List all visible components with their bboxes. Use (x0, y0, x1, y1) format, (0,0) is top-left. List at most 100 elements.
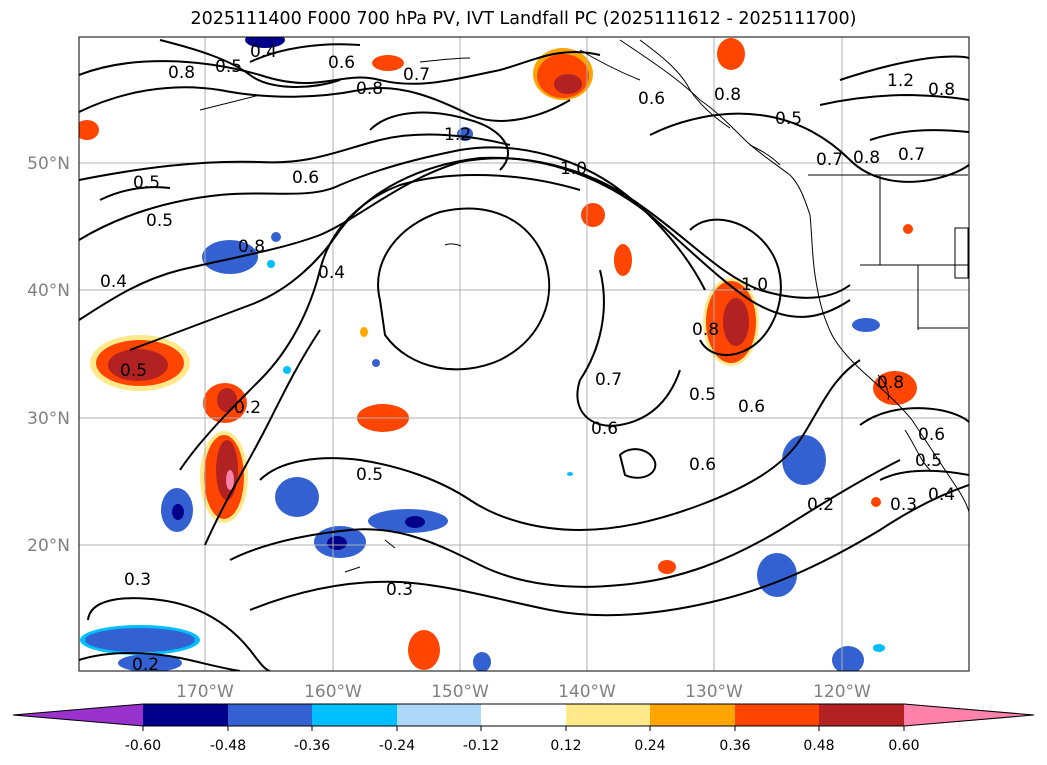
contour-label: 0.6 (689, 455, 716, 475)
colorbar-tick-label: 0.48 (803, 738, 834, 754)
colorbar-segment (13, 704, 143, 726)
colorbar-segment (312, 704, 397, 726)
colorbar-segment (650, 704, 735, 726)
colorbar-segment (735, 704, 819, 726)
contour-label: 0.6 (638, 89, 665, 109)
positive-anomaly-blob (873, 371, 917, 405)
positive-anomaly-blob (360, 327, 368, 337)
contour-label: 0.5 (120, 361, 147, 381)
contour-label: 0.6 (591, 419, 618, 439)
map-panel: 0.4 0.5 0.6 0.7 0.8 0.8 0.5 0.5 0.6 0.4 … (79, 37, 969, 675)
contour-label: 0.5 (146, 211, 173, 231)
contour-label: 0.3 (386, 580, 413, 600)
positive-anomaly-blob (723, 298, 749, 346)
contour-label: 0.2 (132, 655, 159, 675)
contour-lines (79, 39, 969, 671)
positive-anomaly-blob (554, 74, 582, 94)
negative-anomaly-blob (832, 646, 864, 671)
negative-anomaly-blob (567, 472, 573, 476)
positive-anomaly-blob (903, 224, 913, 234)
contour-label: 1.2 (444, 125, 471, 145)
negative-anomaly-blob (118, 654, 182, 671)
contour-label: 0.4 (100, 272, 127, 292)
negative-anomaly-blob (782, 435, 826, 485)
contour-label: 1.0 (741, 275, 768, 295)
latitude-label: 50°N (27, 154, 70, 174)
contour-label: 0.7 (595, 370, 622, 390)
map-frame (78, 36, 970, 672)
colorbar-tick-label: -0.24 (379, 738, 415, 754)
colorbar-segment (904, 704, 1034, 726)
contour-label: 0.8 (877, 373, 904, 393)
contour-label: 0.3 (124, 570, 151, 590)
contour-label: 0.7 (898, 145, 925, 165)
colorbar-tick-label: -0.60 (125, 738, 161, 754)
colorbar-tick-label: -0.12 (463, 738, 499, 754)
contour-label: 0.2 (234, 398, 261, 418)
map-title: 2025111400 F000 700 hPa PV, IVT Landfall… (190, 9, 857, 29)
positive-anomaly-blob (79, 120, 99, 140)
negative-anomaly-blob (283, 366, 291, 374)
negative-anomaly-blob (85, 628, 195, 652)
contour-label: 0.8 (692, 320, 719, 340)
colorbar-tick-label: 0.60 (888, 738, 919, 754)
negative-anomaly-blob (405, 516, 425, 528)
negative-anomaly-blob (327, 536, 347, 550)
contour-label: 0.7 (403, 65, 430, 85)
gridlines (79, 37, 969, 671)
contour-label: 0.5 (215, 57, 242, 77)
negative-anomaly-blob (267, 260, 275, 268)
contour-label: 0.8 (714, 85, 741, 105)
colorbar-tick-label: 0.24 (634, 738, 665, 754)
colorbar-tick-label: 0.12 (550, 738, 581, 754)
contour-label: 1.0 (560, 159, 587, 179)
colorbar-segment (143, 704, 228, 726)
colorbar-segment (481, 704, 566, 726)
contour-label: 0.4 (318, 263, 345, 283)
contour-label: 0.8 (238, 237, 265, 257)
contour-label: 0.6 (292, 168, 319, 188)
longitude-label: 170°W (176, 682, 234, 702)
negative-anomaly-blob (245, 37, 285, 48)
negative-anomaly-blob (271, 232, 281, 242)
latitude-label: 40°N (27, 281, 70, 301)
negative-anomaly-blob (202, 240, 258, 274)
contour-label: 0.5 (915, 451, 942, 471)
contour-label: 0.5 (689, 385, 716, 405)
positive-anomaly-blob (871, 497, 881, 507)
contour-label: 0.8 (853, 148, 880, 168)
longitude-label: 140°W (558, 682, 616, 702)
colorbar-tick-label: 0.36 (719, 738, 750, 754)
colorbar-tick-label: -0.48 (210, 738, 246, 754)
longitude-label: 120°W (813, 682, 871, 702)
contour-label: 0.6 (738, 397, 765, 417)
colorbar-segment (228, 704, 312, 726)
positive-anomaly-blob (216, 440, 238, 500)
positive-anomaly-blob (226, 470, 234, 490)
contour-label-layer: 0.4 0.5 0.6 0.7 0.8 0.8 0.5 0.5 0.6 0.4 … (100, 42, 955, 675)
positive-anomaly-blob (372, 55, 404, 71)
negative-anomaly-blob (757, 553, 797, 597)
positive-anomaly-blob (408, 630, 440, 670)
colorbar-segment (566, 704, 650, 726)
colorbar-segment (397, 704, 481, 726)
negative-anomaly-blob (372, 359, 380, 367)
negative-anomaly-blob (873, 644, 885, 652)
longitude-label: 150°W (431, 682, 489, 702)
contour-label: 0.8 (168, 63, 195, 83)
contour-label: 0.4 (928, 485, 955, 505)
contour-label: 0.7 (816, 150, 843, 170)
negative-anomaly-blob (172, 504, 184, 520)
positive-anomaly-blob (581, 203, 605, 227)
positive-anomaly-blob (717, 38, 745, 70)
positive-anomaly-blob (614, 244, 632, 276)
longitude-label: 160°W (304, 682, 362, 702)
latitude-label: 20°N (27, 536, 70, 556)
contour-label: 0.8 (928, 80, 955, 100)
colorbar-segment (819, 704, 904, 726)
negative-anomaly-blob (275, 477, 319, 517)
contour-label: 0.3 (890, 495, 917, 515)
positive-anomaly-blob (108, 349, 168, 381)
latitude-label: 30°N (27, 409, 70, 429)
